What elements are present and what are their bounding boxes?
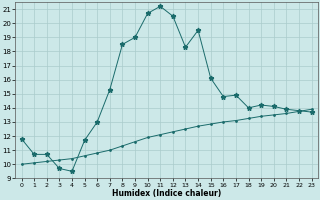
X-axis label: Humidex (Indice chaleur): Humidex (Indice chaleur) [112, 189, 221, 198]
